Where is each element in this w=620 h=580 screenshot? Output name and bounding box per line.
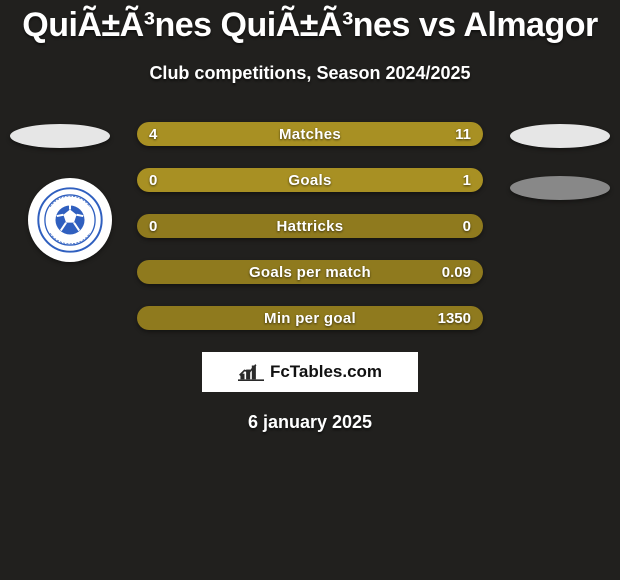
stat-label: Hattricks [277,218,344,235]
stat-row: 4 Matches 11 [0,122,620,146]
brand-box: FcTables.com [202,352,418,392]
stat-row: Goals per match 0.09 [0,260,620,284]
stat-row: Min per goal 1350 [0,306,620,330]
stat-bar-hattricks: 0 Hattricks 0 [137,214,483,238]
bar-chart-icon [238,362,264,382]
stat-row: 0 Hattricks 0 [0,214,620,238]
brand-label: FcTables.com [270,362,382,382]
stat-bar-min-per-goal: Min per goal 1350 [137,306,483,330]
page-subtitle: Club competitions, Season 2024/2025 [0,63,620,84]
stat-left-value: 0 [149,218,157,235]
stat-label: Goals [288,172,331,189]
stats-rows: 4 Matches 11 0 Goals 1 0 Hattricks 0 Goa… [0,122,620,330]
stat-right-value: 1 [463,172,471,189]
stat-label: Matches [279,126,341,143]
stat-bar-goals-per-match: Goals per match 0.09 [137,260,483,284]
stat-right-value: 0.09 [442,264,471,281]
stat-bar-matches: 4 Matches 11 [137,122,483,146]
stat-left-value: 4 [149,126,157,143]
stat-row: 0 Goals 1 [0,168,620,192]
stat-label: Goals per match [249,264,371,281]
stat-right-value: 1350 [438,310,471,327]
date-label: 6 january 2025 [0,412,620,433]
page-title: QuiÃ±Ã³nes QuiÃ±Ã³nes vs Almagor [0,0,620,45]
stat-label: Min per goal [264,310,356,327]
stat-left-value: 0 [149,172,157,189]
stat-right-value: 0 [463,218,471,235]
stat-bar-goals: 0 Goals 1 [137,168,483,192]
stat-right-value: 11 [455,126,471,143]
